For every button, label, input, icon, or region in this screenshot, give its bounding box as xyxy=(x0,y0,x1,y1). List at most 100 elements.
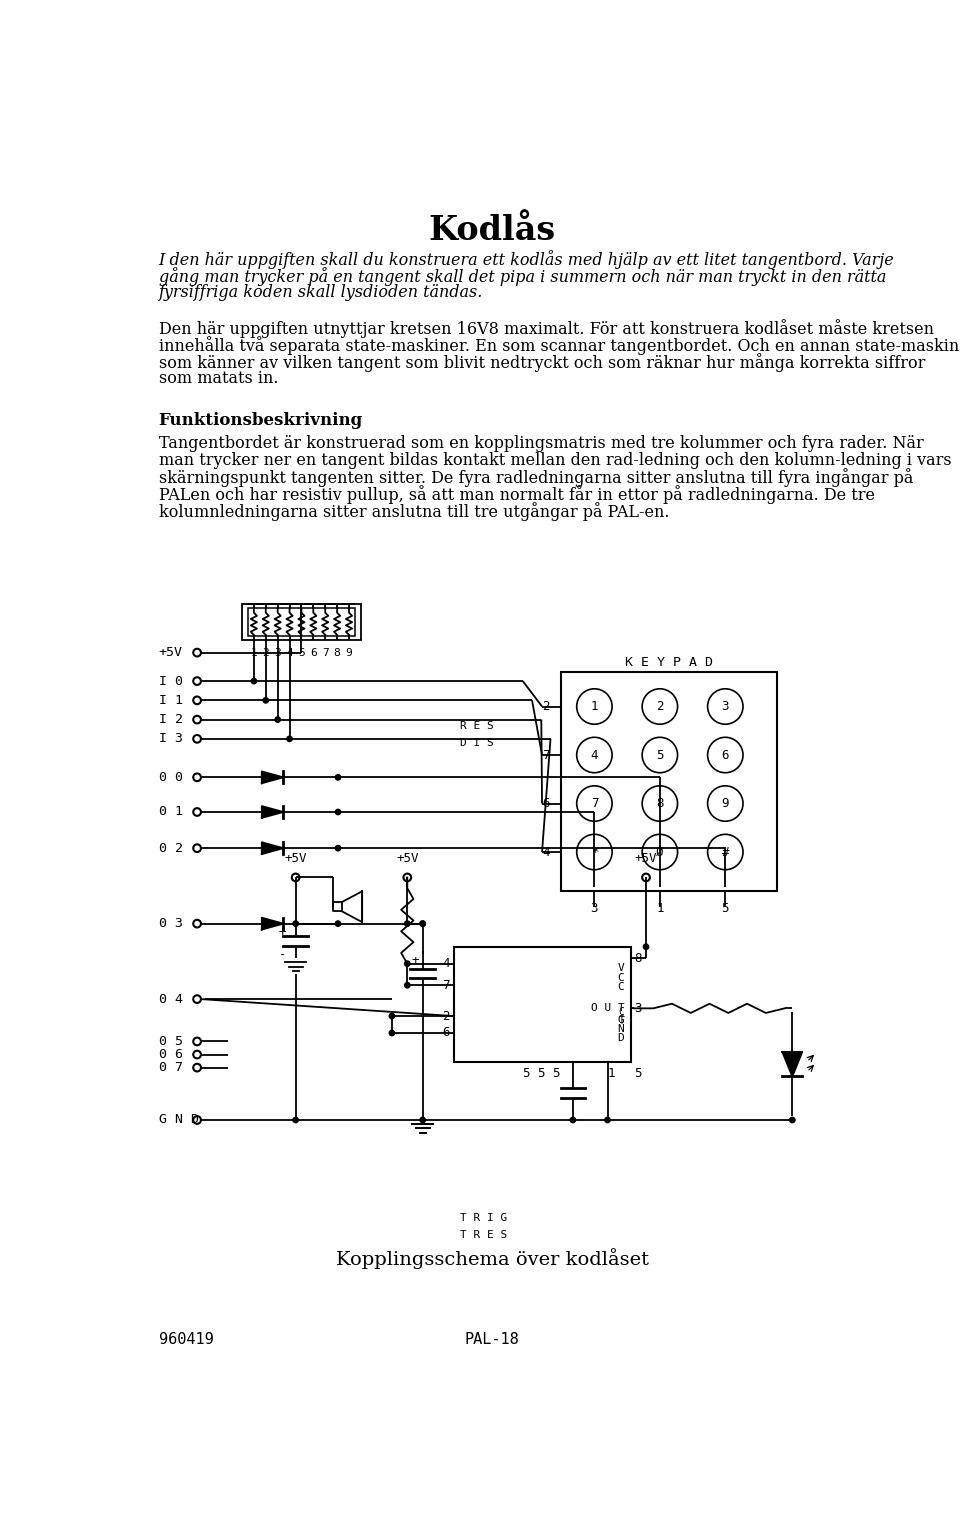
Polygon shape xyxy=(262,805,283,818)
Text: 2: 2 xyxy=(542,699,550,713)
Text: -: - xyxy=(279,948,286,961)
Text: T R I G: T R I G xyxy=(460,1213,507,1223)
Text: *: * xyxy=(590,845,598,859)
Text: 0 1: 0 1 xyxy=(158,805,182,819)
Text: N: N xyxy=(617,1024,624,1034)
Text: 0 4: 0 4 xyxy=(158,993,182,1005)
Text: 1: 1 xyxy=(590,699,598,713)
Text: skärningspunkt tangenten sitter. De fyra radledningarna sitter anslutna till fyr: skärningspunkt tangenten sitter. De fyra… xyxy=(158,469,913,487)
Text: +: + xyxy=(411,954,419,967)
Text: 5: 5 xyxy=(656,749,663,761)
Text: 5: 5 xyxy=(635,1067,642,1081)
Text: 7: 7 xyxy=(590,798,598,810)
Text: I den här uppgiften skall du konstruera ett kodlås med hjälp av ett litet tangen: I den här uppgiften skall du konstruera … xyxy=(158,251,895,269)
Text: T: T xyxy=(618,1016,624,1027)
Text: V: V xyxy=(617,964,624,973)
Text: +5V: +5V xyxy=(396,851,419,865)
Circle shape xyxy=(643,944,649,950)
Text: Kopplingsschema över kodlåset: Kopplingsschema över kodlåset xyxy=(335,1248,649,1270)
Polygon shape xyxy=(262,772,283,784)
Text: D I S: D I S xyxy=(460,738,493,747)
Text: +5V: +5V xyxy=(284,851,307,865)
Circle shape xyxy=(420,921,425,927)
Circle shape xyxy=(605,1117,611,1122)
Text: Tangentbordet är konstruerad som en kopplingsmatris med tre kolummer och fyra ra: Tangentbordet är konstruerad som en kopp… xyxy=(158,435,924,452)
Text: I 0: I 0 xyxy=(158,675,182,687)
Circle shape xyxy=(389,1013,395,1019)
Text: 9: 9 xyxy=(346,649,352,658)
Text: 0 5: 0 5 xyxy=(158,1034,182,1048)
Text: 6: 6 xyxy=(542,798,550,810)
Text: som matats in.: som matats in. xyxy=(158,370,278,387)
Text: 4: 4 xyxy=(443,958,449,970)
Circle shape xyxy=(420,1117,425,1122)
Text: 9: 9 xyxy=(722,798,729,810)
Bar xyxy=(248,609,355,636)
Text: C: C xyxy=(617,973,624,982)
Text: 4: 4 xyxy=(590,749,598,761)
Text: 0 3: 0 3 xyxy=(158,918,182,930)
Polygon shape xyxy=(262,842,283,855)
Text: fyrsiffriga koden skall lysdioden tändas.: fyrsiffriga koden skall lysdioden tändas… xyxy=(158,284,483,301)
Circle shape xyxy=(275,716,280,722)
Text: 2: 2 xyxy=(262,649,269,658)
Text: 3: 3 xyxy=(722,699,729,713)
Text: man trycker ner en tangent bildas kontakt mellan den rad-ledning och den kolumn-: man trycker ner en tangent bildas kontak… xyxy=(158,452,951,469)
Text: gång man trycker på en tangent skall det pipa i summern och när man tryckt in de: gång man trycker på en tangent skall det… xyxy=(158,267,886,286)
Text: 1: 1 xyxy=(656,902,663,915)
Text: 3: 3 xyxy=(635,1002,642,1014)
Text: 4: 4 xyxy=(286,649,293,658)
Circle shape xyxy=(404,921,410,927)
Circle shape xyxy=(790,1117,795,1122)
Text: 4: 4 xyxy=(542,845,550,859)
Text: 5: 5 xyxy=(722,902,729,915)
Text: R E S: R E S xyxy=(460,721,493,730)
Circle shape xyxy=(335,810,341,815)
Text: PALen och har resistiv pullup, så att man normalt får in ettor på radledningarna: PALen och har resistiv pullup, så att ma… xyxy=(158,486,875,504)
Text: +5V: +5V xyxy=(635,851,658,865)
Text: I 2: I 2 xyxy=(158,713,182,725)
Bar xyxy=(242,604,361,641)
Text: 0 2: 0 2 xyxy=(158,842,182,855)
Text: C: C xyxy=(617,982,624,991)
Circle shape xyxy=(404,982,410,988)
Circle shape xyxy=(293,1117,299,1122)
Text: Ø: Ø xyxy=(656,845,663,859)
Circle shape xyxy=(389,1030,395,1036)
Text: 1: 1 xyxy=(251,649,257,658)
Text: 7: 7 xyxy=(443,979,449,991)
Text: K E Y P A D: K E Y P A D xyxy=(625,656,713,669)
Text: T R E S: T R E S xyxy=(460,1230,507,1240)
Text: I 1: I 1 xyxy=(158,693,182,707)
Text: Funktionsbeskrivning: Funktionsbeskrivning xyxy=(158,412,363,429)
Text: Den här uppgiften utnyttjar kretsen 16V8 maximalt. För att konstruera kodlåset m: Den här uppgiften utnyttjar kretsen 16V8… xyxy=(158,320,933,338)
Circle shape xyxy=(404,961,410,967)
Polygon shape xyxy=(782,1051,803,1076)
Text: 3: 3 xyxy=(590,902,598,915)
Text: 0 0: 0 0 xyxy=(158,772,182,784)
Text: 5 5 5: 5 5 5 xyxy=(523,1067,561,1079)
Text: 6: 6 xyxy=(443,1027,449,1039)
Text: 6: 6 xyxy=(310,649,317,658)
Text: C: C xyxy=(618,1007,624,1017)
Circle shape xyxy=(570,1117,576,1122)
Text: +: + xyxy=(279,927,286,939)
Circle shape xyxy=(420,921,425,927)
Text: 2: 2 xyxy=(656,699,663,713)
Text: O U T: O U T xyxy=(590,1004,624,1013)
Text: G: G xyxy=(617,1014,624,1025)
Text: 1: 1 xyxy=(608,1067,615,1081)
Circle shape xyxy=(293,921,299,927)
Text: 7: 7 xyxy=(322,649,328,658)
Text: #: # xyxy=(722,845,729,859)
Text: 8: 8 xyxy=(635,951,642,965)
Text: 8: 8 xyxy=(656,798,663,810)
Text: PAL-18: PAL-18 xyxy=(465,1333,519,1346)
Circle shape xyxy=(287,736,292,741)
Circle shape xyxy=(335,775,341,781)
Text: 2: 2 xyxy=(443,1010,449,1022)
Text: innehålla två separata state-maskiner. En som scannar tangentbordet. Och en anna: innehålla två separata state-maskiner. E… xyxy=(158,337,959,355)
Bar xyxy=(453,947,631,1062)
Polygon shape xyxy=(262,918,283,930)
Circle shape xyxy=(252,678,256,684)
